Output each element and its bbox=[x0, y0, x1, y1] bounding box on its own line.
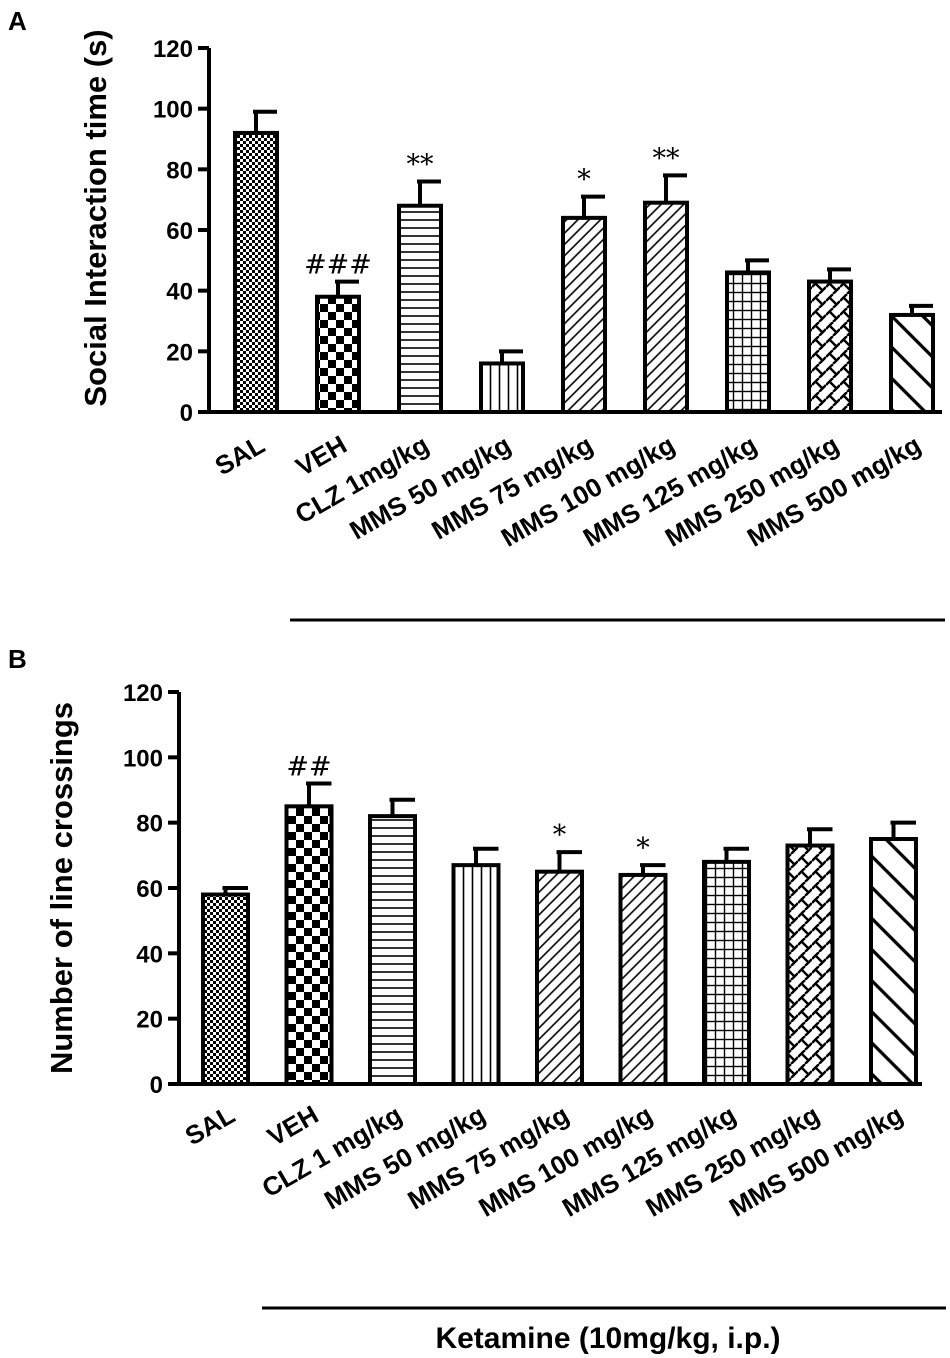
panel-a-y-axis-label: Social Interaction time (s) bbox=[78, 29, 113, 406]
panel-b-significance-mark: * bbox=[553, 820, 567, 851]
panel-b-letter: B bbox=[8, 644, 27, 674]
panel-a-bar bbox=[479, 361, 525, 415]
ketamine-footer-label: Ketamine (10mg/kg, i.p.) bbox=[435, 1322, 780, 1355]
panel-a-y-tick-label: 0 bbox=[180, 400, 193, 427]
panel-a-bar bbox=[725, 270, 771, 415]
panel-a-significance-mark: ** bbox=[407, 149, 435, 180]
panel-a-y-tick-label: 120 bbox=[153, 36, 193, 63]
panel-a-significance-mark: * bbox=[577, 165, 591, 196]
panel-b-y-tick-label: 0 bbox=[150, 1072, 163, 1099]
panel-a-y-tick-label: 40 bbox=[166, 279, 193, 306]
panel-a-y-tick-label: 60 bbox=[166, 218, 193, 245]
panel-b-bar bbox=[201, 892, 250, 1086]
panel-a-y-tick-label: 100 bbox=[153, 97, 193, 124]
panel-a-y-tick-label: 80 bbox=[166, 157, 193, 184]
panel-b-bar bbox=[618, 872, 668, 1087]
panel-a-significance-mark: ** bbox=[653, 143, 681, 174]
panel-b-bar bbox=[785, 843, 835, 1086]
panel-b-bar bbox=[869, 837, 918, 1086]
panel-a-bar bbox=[397, 203, 443, 414]
panel-b-y-tick-label: 120 bbox=[123, 680, 163, 707]
panel-a-letter: A bbox=[8, 6, 27, 36]
panel-a-significance-mark: ### bbox=[304, 250, 372, 281]
panel-a-bar bbox=[889, 312, 935, 414]
panel-a-bar bbox=[807, 279, 853, 415]
panel-b: B Number of line crossings 0 20 40 60 80 100 1… bbox=[8, 644, 922, 1223]
panel-b-y-tick-label: 40 bbox=[136, 941, 163, 968]
panel-a-y-tick-label: 20 bbox=[166, 339, 193, 366]
panel-b-y-axis-label: Number of line crossings bbox=[44, 702, 79, 1074]
panel-b-bar bbox=[284, 804, 334, 1086]
panel-a-bar bbox=[315, 294, 361, 415]
panel-b-y-tick-label: 100 bbox=[123, 745, 163, 772]
panel-b-y-tick-label: 60 bbox=[136, 876, 163, 903]
panel-b-x-tick-label: SAL bbox=[180, 1099, 240, 1151]
panel-b-significance-mark: ## bbox=[286, 751, 331, 782]
panel-b-bar bbox=[702, 859, 751, 1086]
panel-a-bar bbox=[561, 215, 607, 414]
panel-a-bar bbox=[233, 130, 279, 415]
panel-a-bar bbox=[643, 200, 689, 414]
panel-a: A Social Interaction time (s) 0 20 40 60 80 1… bbox=[8, 6, 942, 553]
panel-a-x-tick-label: SAL bbox=[210, 429, 270, 481]
panel-b-y-tick-label: 20 bbox=[136, 1007, 163, 1034]
panel-b-significance-mark: * bbox=[636, 833, 650, 864]
panel-b-y-tick-label: 80 bbox=[136, 811, 163, 838]
panel-b-bar bbox=[451, 863, 501, 1087]
panel-b-bar bbox=[535, 869, 584, 1087]
panel-b-bar bbox=[368, 814, 417, 1087]
